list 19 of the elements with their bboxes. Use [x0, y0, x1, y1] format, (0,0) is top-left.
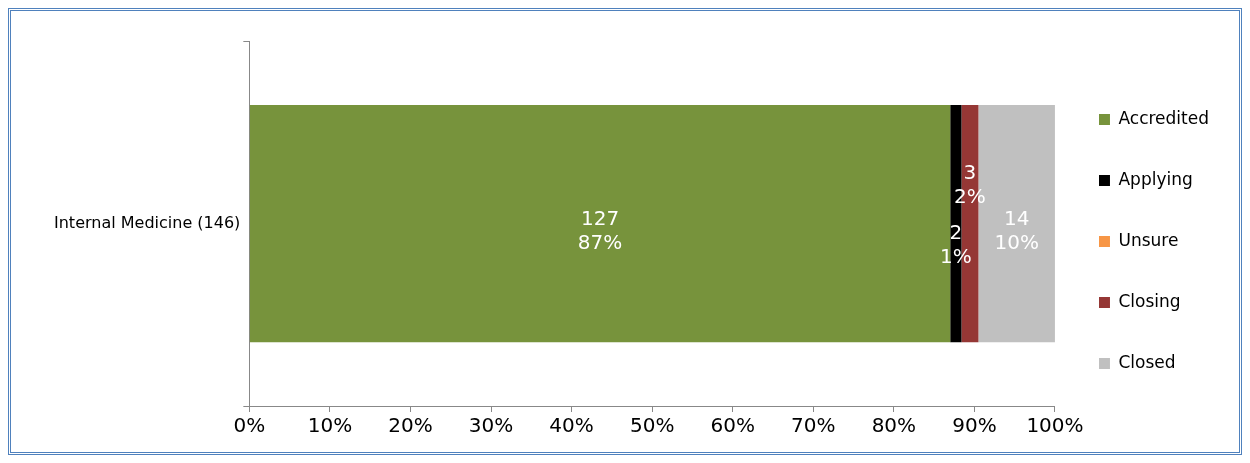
x-tick-label: 50% — [629, 413, 675, 438]
legend-label: Applying — [1118, 168, 1193, 189]
data-label: 127 87% — [577, 205, 623, 254]
legend-label: Unsure — [1118, 229, 1179, 250]
y-tick-label: Internal Medicine (146) — [53, 212, 241, 232]
x-tick-label: 30% — [468, 413, 514, 438]
x-tick-label: 10% — [307, 413, 353, 438]
legend-label: Closing — [1118, 290, 1181, 311]
x-tick-label: 0% — [233, 413, 266, 438]
legend-label: Accredited — [1118, 107, 1209, 128]
x-tick-label: 80% — [871, 413, 917, 438]
x-tick-label: 90% — [952, 413, 997, 438]
x-tick-label: 100% — [1026, 413, 1084, 438]
data-label: 14 10% — [994, 205, 1039, 254]
x-tick-label: 60% — [710, 413, 755, 438]
x-tick-label: 70% — [791, 413, 836, 438]
x-tick-label: 40% — [549, 413, 594, 438]
legend-label: Closed — [1118, 351, 1176, 372]
x-tick-label: 20% — [388, 413, 433, 438]
